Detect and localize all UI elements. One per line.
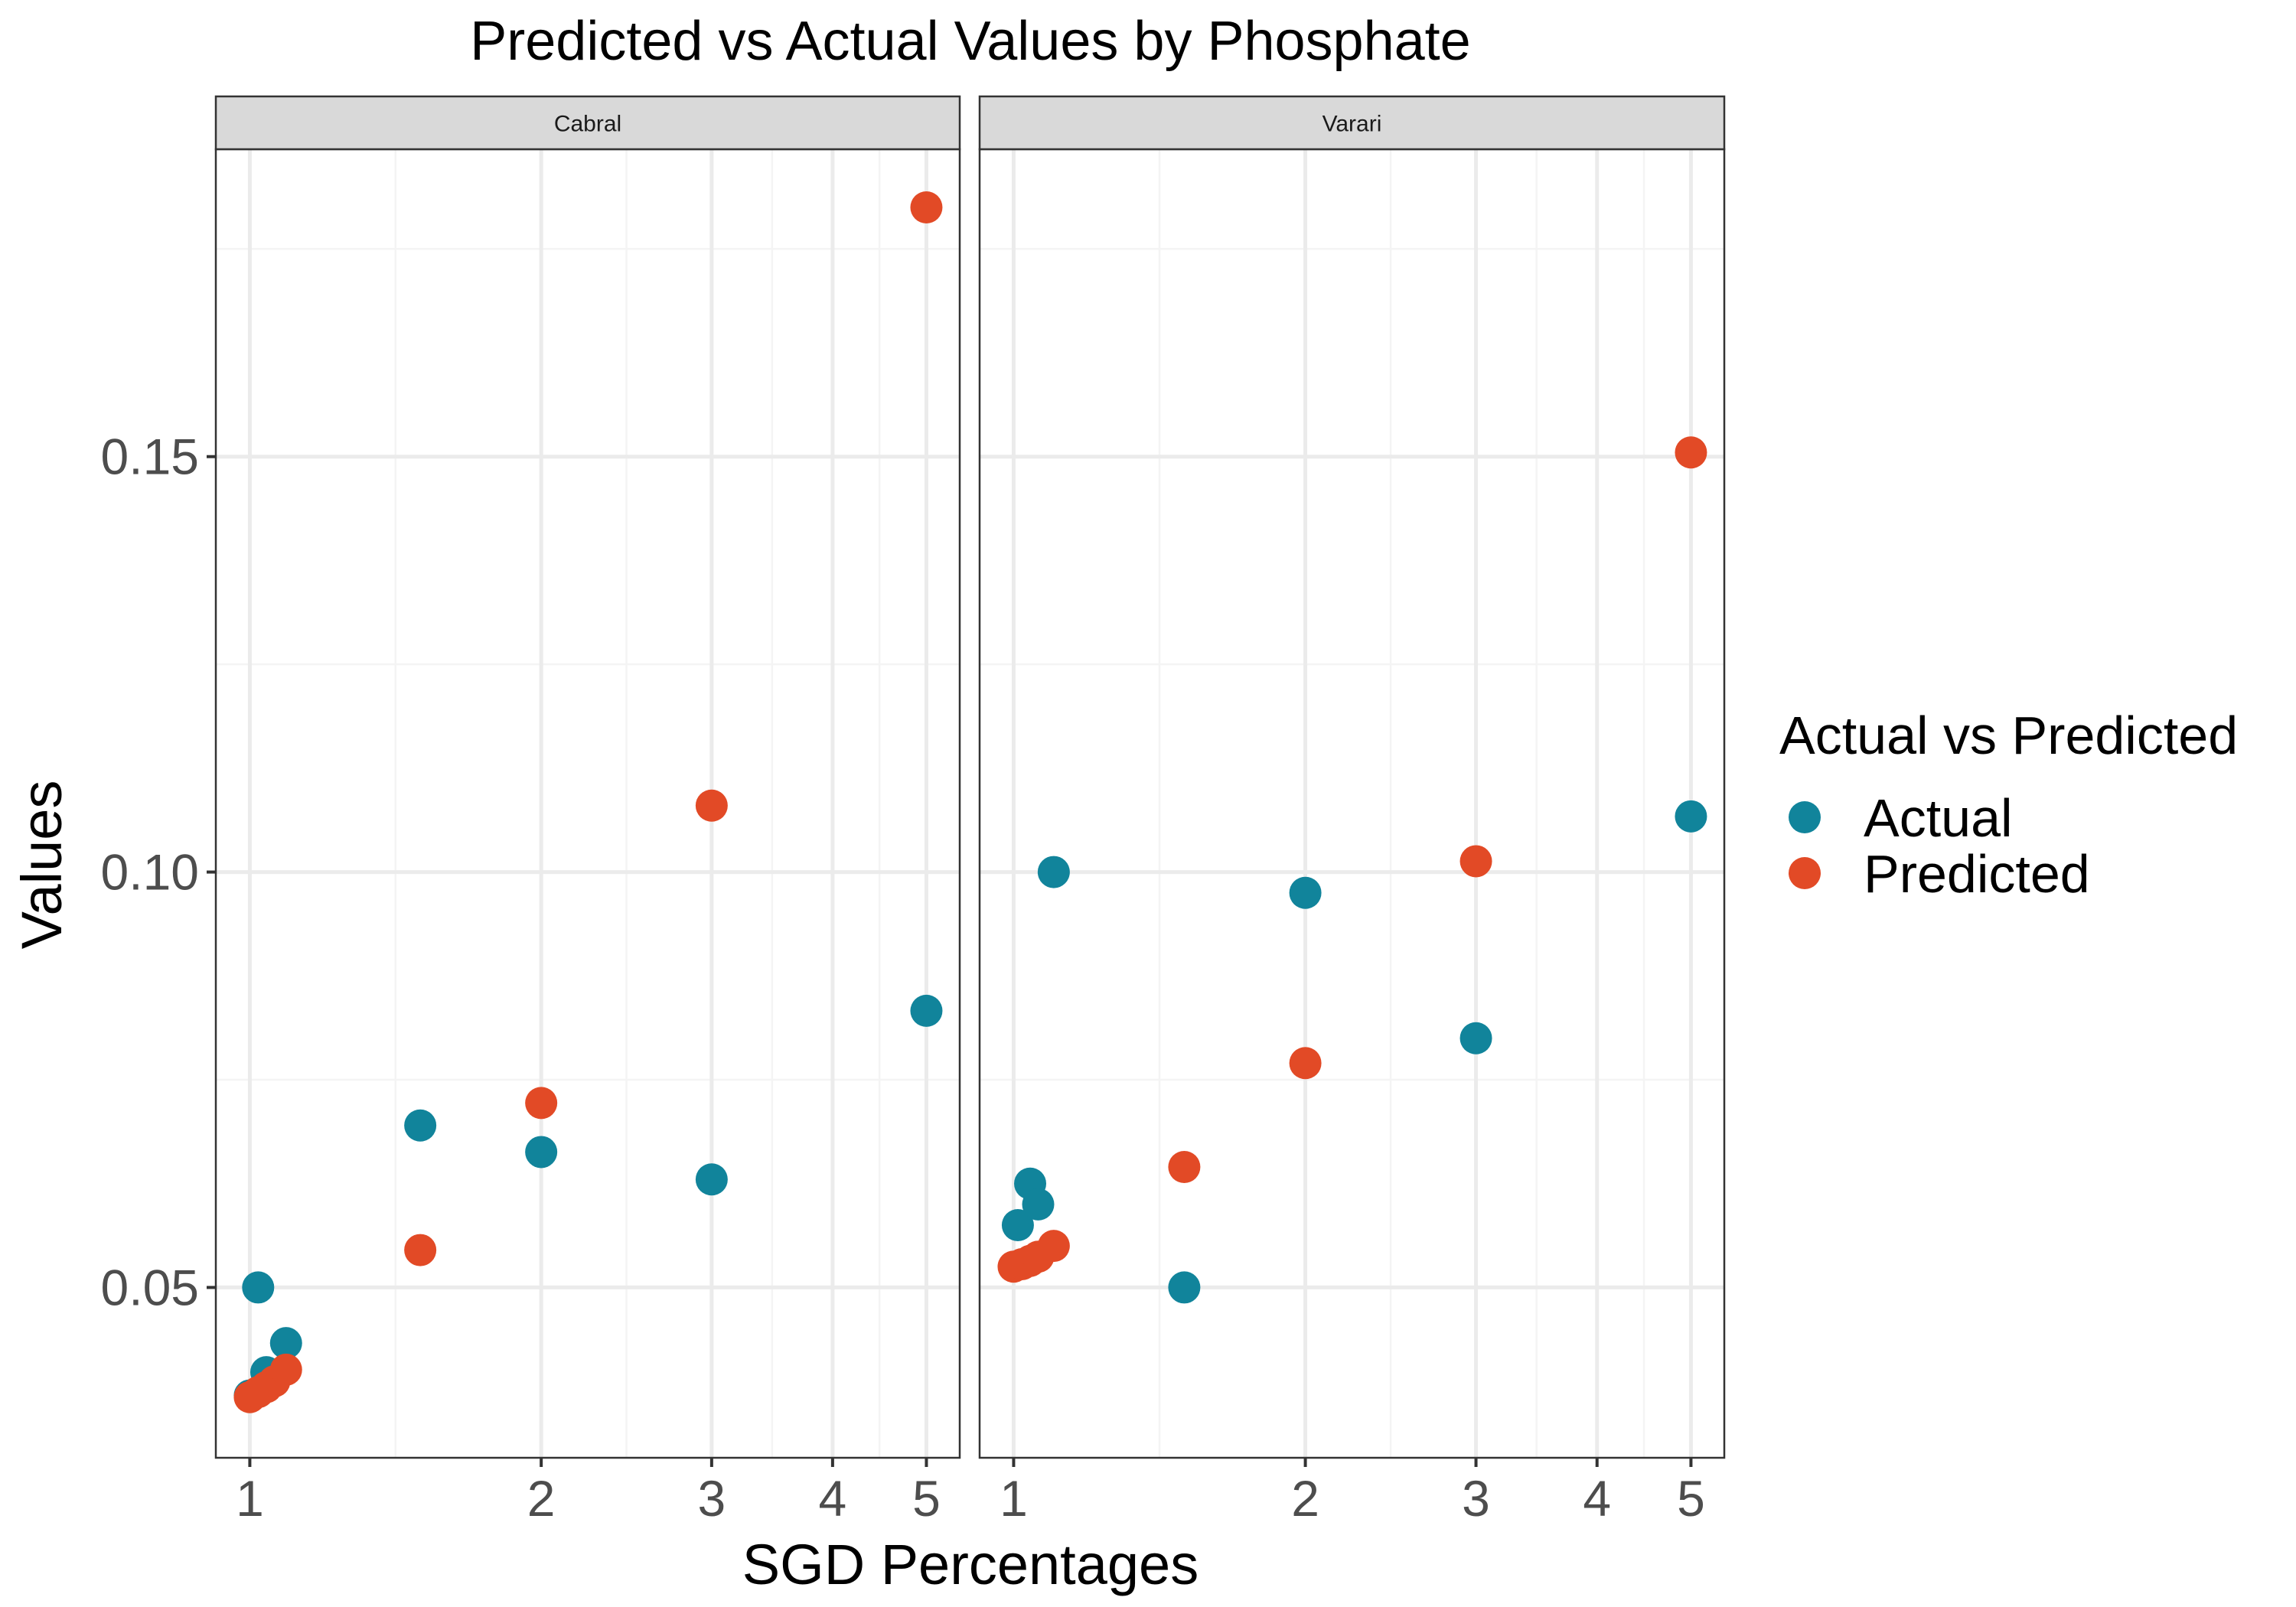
- data-point-predicted: [525, 1087, 558, 1120]
- data-point-actual: [1459, 1022, 1492, 1054]
- facet-strip-label: Cabral: [554, 112, 621, 137]
- data-point-predicted: [1289, 1047, 1322, 1080]
- panel-background: [216, 149, 960, 1458]
- data-point-predicted: [1168, 1151, 1201, 1183]
- x-tick-label: 4: [1583, 1470, 1611, 1527]
- data-point-predicted: [1675, 436, 1707, 469]
- x-tick-label: 2: [527, 1470, 556, 1527]
- data-point-actual: [269, 1327, 302, 1360]
- data-point-actual: [1022, 1188, 1055, 1221]
- data-point-actual: [910, 994, 943, 1027]
- data-point-predicted: [404, 1234, 437, 1266]
- x-tick-label: 3: [698, 1470, 726, 1527]
- y-tick-label: 0.05: [101, 1259, 199, 1315]
- x-tick-label: 4: [819, 1470, 847, 1527]
- data-point-predicted: [910, 191, 943, 223]
- data-point-predicted: [1459, 845, 1492, 878]
- panel-background: [980, 149, 1724, 1458]
- series-actual-varari: [1001, 800, 1707, 1304]
- data-point-actual: [242, 1271, 275, 1304]
- legend-key-actual: [1789, 801, 1821, 833]
- legend-title: Actual vs Predicted: [1779, 706, 2238, 765]
- y-tick-label: 0.10: [101, 844, 199, 901]
- data-point-actual: [404, 1109, 437, 1142]
- data-point-predicted: [1037, 1230, 1070, 1263]
- x-axis-title: SGD Percentages: [742, 1533, 1199, 1596]
- facet-strip: [214, 95, 961, 151]
- facet-strip: [978, 95, 1726, 151]
- legend-label-actual: Actual: [1864, 788, 2013, 848]
- x-tick-label: 1: [236, 1470, 264, 1527]
- legend-label-predicted: Predicted: [1864, 844, 2090, 904]
- legend: Actual vs Predicted Actual Predicted: [1779, 706, 2238, 904]
- data-point-predicted: [269, 1353, 302, 1386]
- x-tick-label: 5: [1677, 1470, 1705, 1527]
- data-point-actual: [1001, 1209, 1034, 1241]
- data-point-actual: [1289, 876, 1322, 909]
- data-point-actual: [1037, 856, 1070, 888]
- facet-panel-varari: Varari 1 2 3 4 5: [978, 95, 1726, 1527]
- chart-title: Predicted vs Actual Values by Phosphate: [470, 11, 1470, 72]
- data-point-actual: [1168, 1271, 1201, 1304]
- y-axis-title: Values: [10, 781, 73, 950]
- x-tick-label: 1: [1000, 1470, 1028, 1527]
- series-predicted-cabral: [233, 191, 943, 1413]
- facet-strip-label: Varari: [1322, 112, 1382, 137]
- y-tick-label: 0.15: [101, 429, 199, 485]
- data-point-actual: [695, 1163, 728, 1196]
- facet-panel-cabral: Cabral 1 2 3 4 5: [214, 95, 961, 1527]
- data-point-predicted: [695, 789, 728, 822]
- x-tick-label: 5: [912, 1470, 941, 1527]
- x-tick-label: 3: [1462, 1470, 1490, 1527]
- y-axis: 0.05 0.10 0.15: [101, 429, 216, 1315]
- x-tick-label: 2: [1291, 1470, 1319, 1527]
- facet-panels: Cabral 1 2 3 4 5 Varari 1 2 3 4 5: [214, 95, 1726, 1527]
- series-predicted-varari: [997, 436, 1707, 1283]
- data-point-actual: [1675, 800, 1707, 833]
- legend-key-predicted: [1789, 857, 1821, 889]
- data-point-actual: [525, 1136, 558, 1169]
